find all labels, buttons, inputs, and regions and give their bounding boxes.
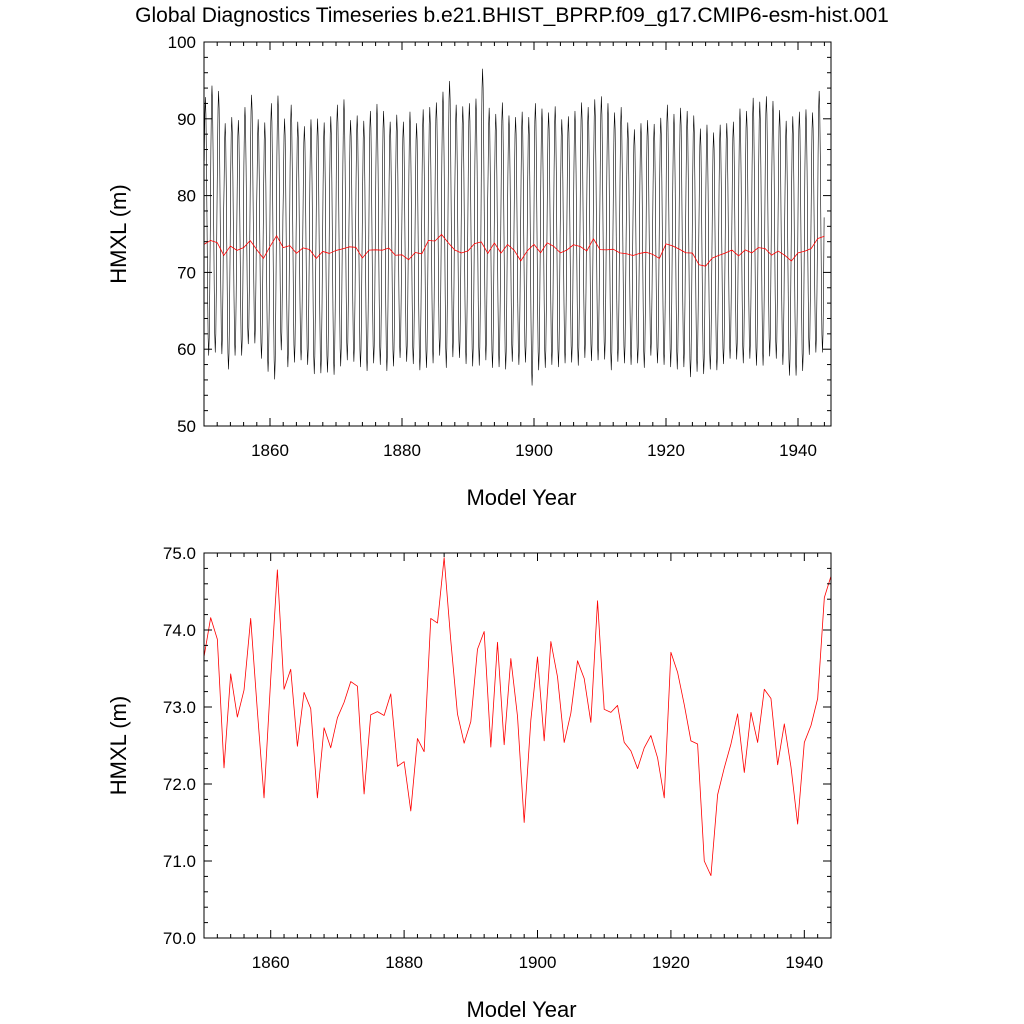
top-x-tick-label: 1920 <box>647 441 685 460</box>
top-y-tick-label: 90 <box>177 110 196 129</box>
bottom-y-tick-label: 70.0 <box>163 929 196 948</box>
bottom-y-tick-label: 74.0 <box>163 621 196 640</box>
bottom-x-tick-label: 1920 <box>652 953 690 972</box>
top-x-tick-label: 1860 <box>251 441 289 460</box>
top-y-tick-label: 50 <box>177 417 196 436</box>
bottom-y-tick-label: 73.0 <box>163 698 196 717</box>
bottom-x-tick-label: 1940 <box>785 953 823 972</box>
bottom-panel: 1860 1880 1900 1920 1940 70.0 71.0 72.0 73.0 74.0… <box>106 544 832 1022</box>
top-x-axis-title: Model Year <box>466 485 576 510</box>
top-y-tick-label: 60 <box>177 340 196 359</box>
bottom-y-tick-label: 75.0 <box>163 544 196 563</box>
page-title: Global Diagnostics Timeseries b.e21.BHIS… <box>135 4 889 27</box>
top-y-tick-label: 100 <box>168 33 196 52</box>
bottom-x-tick-label: 1880 <box>385 953 423 972</box>
bottom-y-tick-label: 71.0 <box>163 852 196 871</box>
top-y-tick-label: 80 <box>177 187 196 206</box>
bottom-y-tick-label: 72.0 <box>163 775 196 794</box>
bottom-series-annual-mean-line <box>203 557 832 877</box>
bottom-x-tick-label: 1900 <box>519 953 557 972</box>
top-x-tick-label: 1900 <box>515 441 553 460</box>
bottom-plot-frame <box>203 552 832 939</box>
top-x-tick-label: 1880 <box>383 441 421 460</box>
bottom-x-axis-title: Model Year <box>466 997 576 1022</box>
top-series-monthly-line <box>203 68 825 386</box>
top-y-tick-label: 70 <box>177 263 196 282</box>
top-x-tick-label: 1940 <box>779 441 817 460</box>
top-y-axis-title: HMXL (m) <box>106 184 131 283</box>
bottom-y-axis-title: HMXL (m) <box>106 696 131 795</box>
top-panel: 1860 1880 1900 1920 1940 50 60 70 80 90 100 Model Y… <box>106 33 832 510</box>
top-plot-frame <box>203 41 832 427</box>
top-series-annual-mean-line <box>203 234 825 267</box>
bottom-x-tick-label: 1860 <box>252 953 290 972</box>
